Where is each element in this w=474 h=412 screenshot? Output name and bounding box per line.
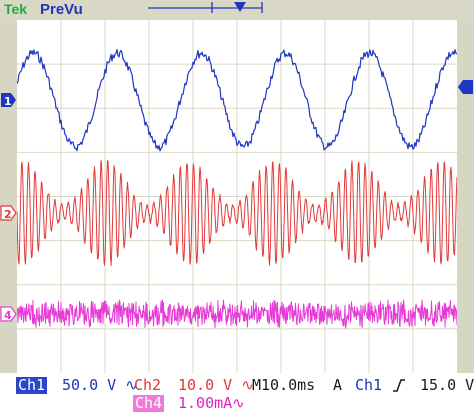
ch1-label[interactable]: Ch1 — [16, 376, 48, 394]
trigger-level-marker[interactable] — [458, 80, 473, 94]
ch2-waveform — [16, 160, 458, 267]
ch1-scale: 50.0 V ∿ — [62, 376, 138, 394]
ch1-marker-label: 1 — [4, 95, 12, 108]
trigger-position-marker — [234, 2, 246, 12]
ch2-marker-label: 2 — [4, 208, 12, 221]
ch1-waveform — [16, 49, 458, 152]
status-bar: Tek PreVu — [0, 0, 474, 20]
ch4-ground-marker[interactable]: 4 — [0, 306, 17, 322]
ch2-label[interactable]: Ch2 — [134, 376, 162, 394]
ch2-ground-marker[interactable]: 2 — [0, 205, 17, 221]
ch1-ground-marker[interactable]: 1 — [1, 93, 16, 108]
record-position-indicator — [148, 2, 263, 13]
trigger-source: Ch1 — [355, 376, 383, 394]
ch4-marker-label: 4 — [4, 309, 12, 322]
waveform-display[interactable] — [16, 20, 458, 373]
ch4-scale: 1.00mA∿ — [178, 394, 245, 412]
ch4-label[interactable]: Ch4 — [133, 394, 165, 412]
acquisition-mode: PreVu — [40, 1, 83, 18]
timebase-readout: M10.0ms — [252, 376, 316, 394]
ch4-waveform — [16, 299, 458, 329]
trigger-status: Tek — [4, 1, 28, 17]
graticule-svg — [16, 20, 458, 373]
ch2-scale: 10.0 V ∿ — [178, 376, 254, 394]
readout-panel — [0, 373, 474, 412]
rising-edge-icon — [393, 379, 405, 392]
trigger-letter: A — [333, 376, 343, 394]
trigger-level: 15.0 V — [420, 376, 474, 394]
